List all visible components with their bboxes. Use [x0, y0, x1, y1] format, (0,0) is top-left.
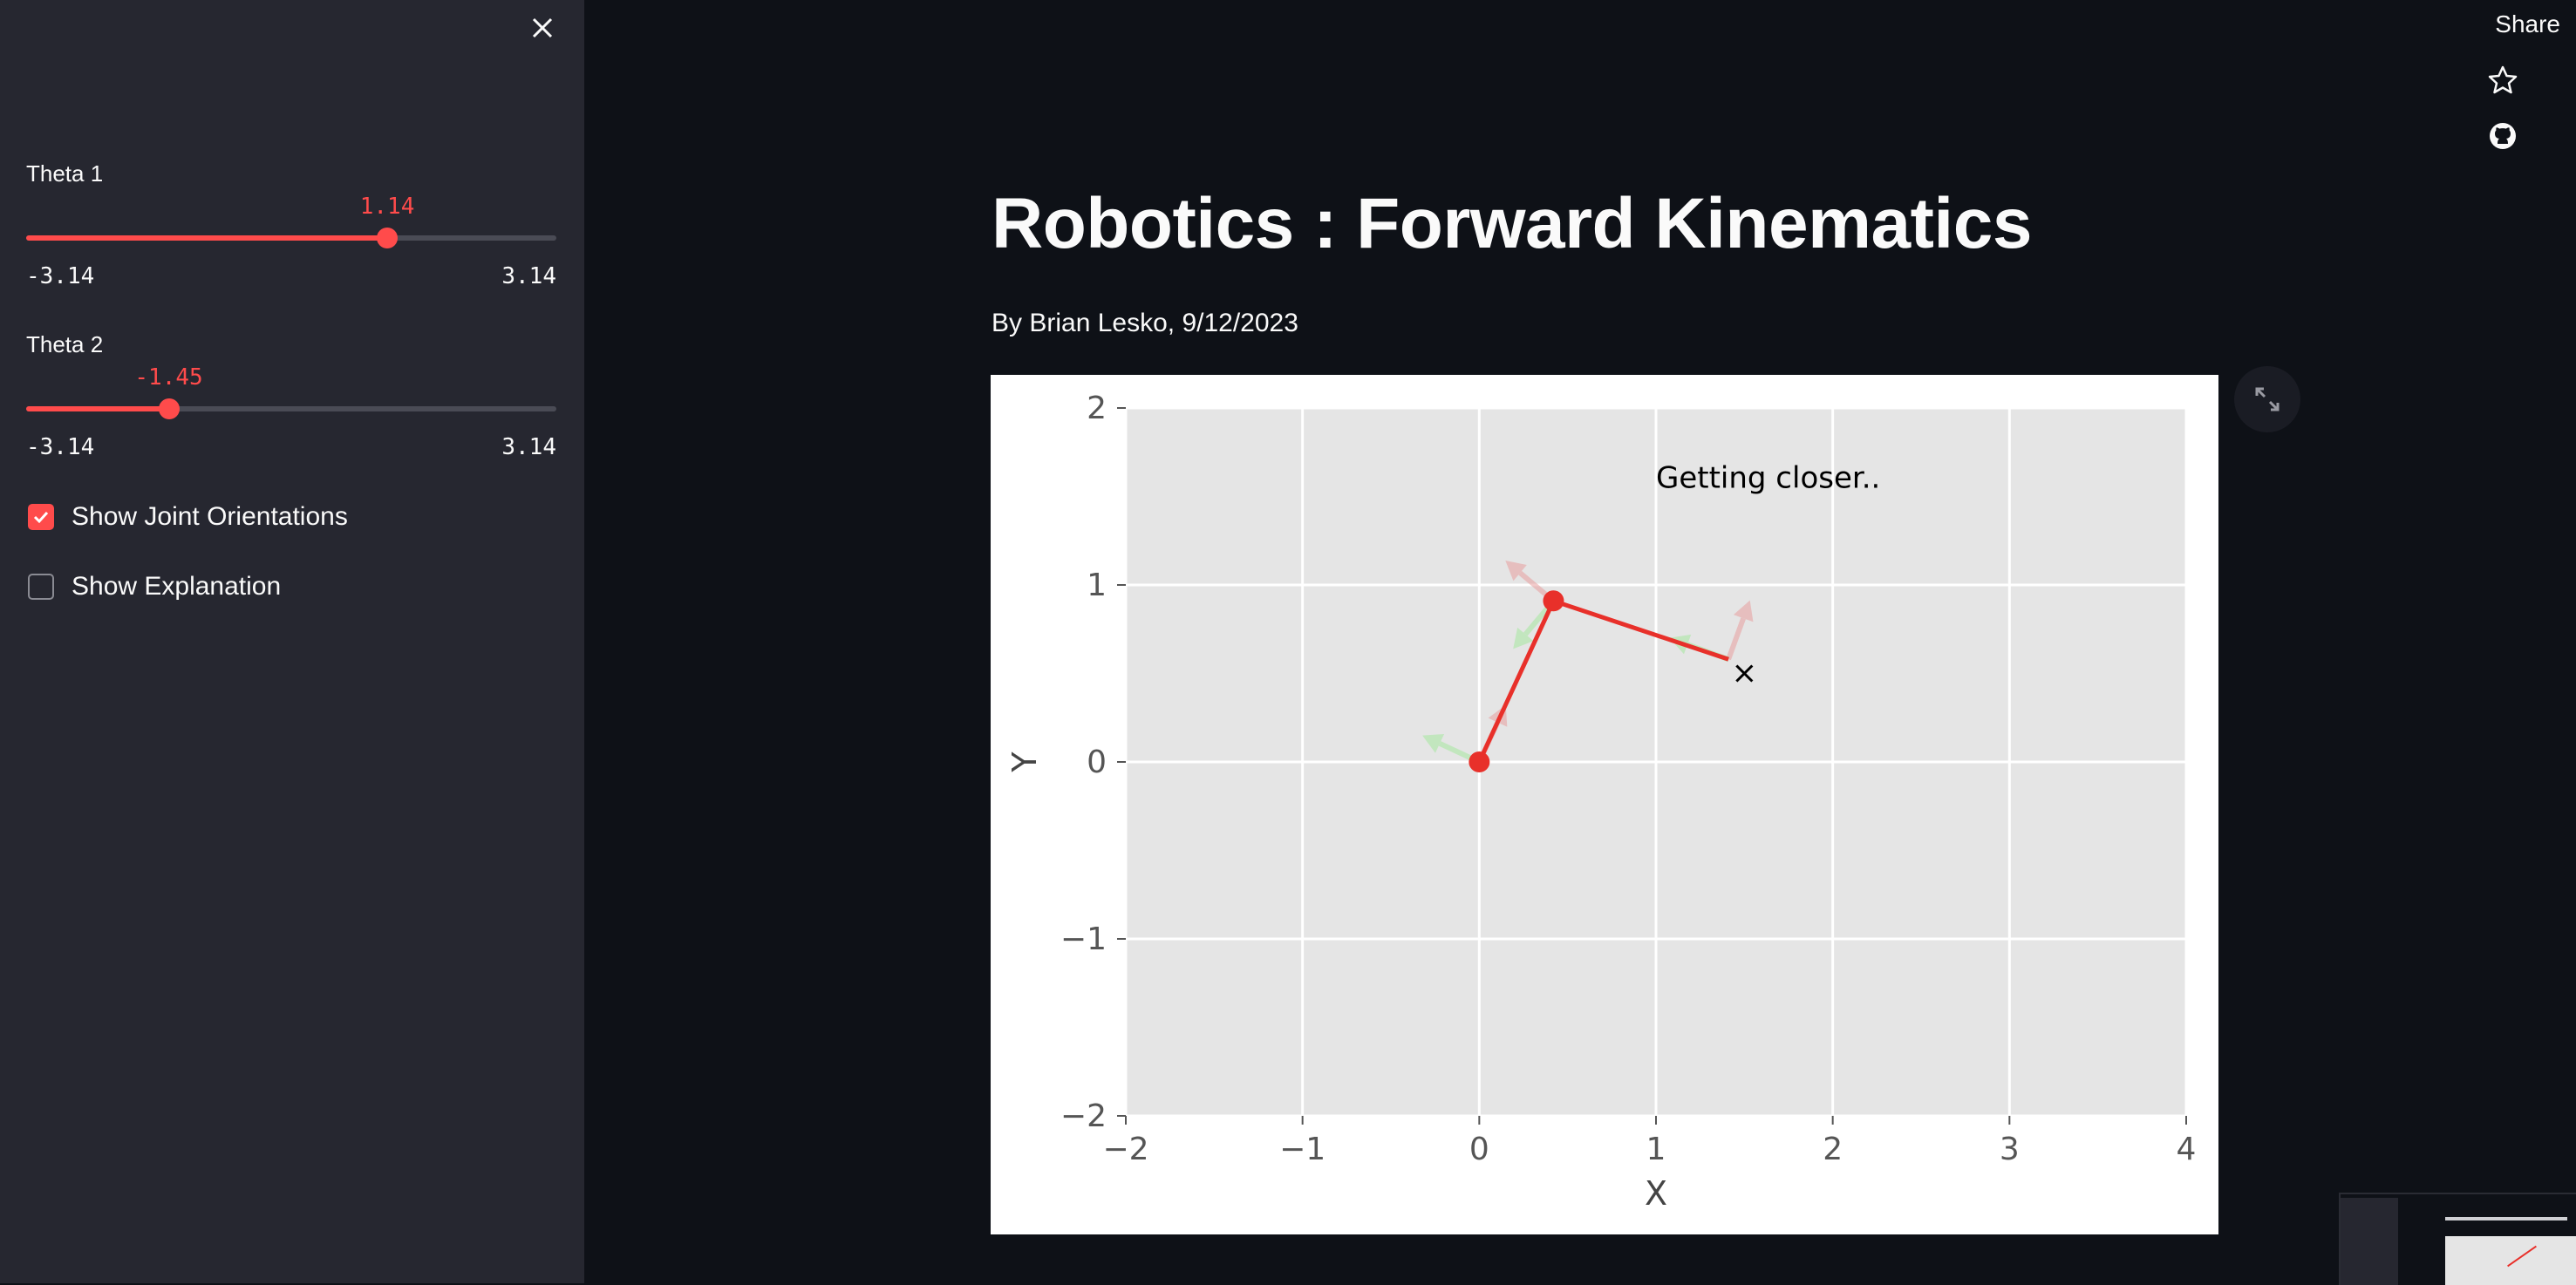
- fullscreen-button[interactable]: [2234, 366, 2300, 432]
- theta2-label: Theta 2: [26, 331, 104, 357]
- theta1-slider-fill: [26, 235, 388, 241]
- chart-annotation: Getting closer..: [1656, 460, 1880, 495]
- theta2-slider-thumb[interactable]: [158, 398, 180, 419]
- theta2-slider[interactable]: [26, 398, 556, 419]
- theta1-min: -3.14: [26, 263, 95, 289]
- x-tick-label: 0: [1469, 1132, 1489, 1167]
- byline: By Brian Lesko, 9/12/2023: [992, 309, 1298, 337]
- y-axis-label: Y: [1005, 751, 1044, 773]
- page-title: Robotics : Forward Kinematics: [992, 184, 2032, 263]
- y-tick-label: 1: [1087, 568, 1107, 603]
- joint-x-axis-arrow-head: [1505, 560, 1527, 581]
- x-tick-label: 3: [2000, 1132, 2020, 1167]
- x-axis-label: X: [1645, 1174, 1667, 1213]
- close-sidebar-button[interactable]: [527, 12, 558, 44]
- theta2-max: 3.14: [501, 434, 556, 460]
- checkbox-unchecked-icon: [28, 574, 54, 600]
- x-tick-label: −1: [1279, 1132, 1325, 1167]
- theta1-max: 3.14: [501, 263, 556, 289]
- y-tick-label: −1: [1060, 921, 1107, 957]
- x-tick-label: 2: [1823, 1132, 1843, 1167]
- joint-x-axis-arrow-shaft: [1726, 617, 1747, 661]
- theta2-slider-fill: [26, 406, 169, 411]
- x-tick-label: 1: [1646, 1132, 1666, 1167]
- theta1-value: 1.14: [359, 194, 415, 220]
- kinematics-figure: −2 −1 0 1 2 3 4 2 1 0 −1 −2 Getting closer.. X Y: [991, 375, 2218, 1234]
- theta2-min: -3.14: [26, 434, 95, 460]
- show-explanation-checkbox[interactable]: Show Explanation: [28, 572, 281, 602]
- show-joint-orientations-label: Show Joint Orientations: [72, 502, 348, 531]
- github-icon[interactable]: [2487, 120, 2518, 152]
- y-tick-label: 0: [1087, 744, 1107, 780]
- close-icon: [532, 17, 553, 38]
- arm-joint: [1469, 751, 1490, 772]
- joint-y-axis-arrow-head: [1513, 627, 1534, 649]
- joint-x-axis-arrow: [1726, 600, 1754, 661]
- joint-y-axis-arrow-head: [1422, 733, 1445, 753]
- y-tick-label: −2: [1060, 1098, 1107, 1134]
- theta1-label: Theta 1: [26, 160, 104, 187]
- sidebar: Theta 1 1.14 -3.14 3.14 Theta 2 -1.45 -3…: [0, 0, 584, 1283]
- star-icon[interactable]: [2487, 65, 2518, 96]
- kinematics-plot: −2 −1 0 1 2 3 4 2 1 0 −1 −2 Getting closer.. X Y: [1005, 391, 2197, 1213]
- show-explanation-label: Show Explanation: [72, 572, 282, 601]
- target-marker: [1735, 664, 1754, 683]
- checkbox-checked-icon: [28, 504, 54, 530]
- page-minimap-thumbnail: [2339, 1193, 2576, 1285]
- arm-joint: [1543, 590, 1564, 612]
- x-tick-label: 4: [2177, 1132, 2197, 1167]
- y-tick-label: 2: [1087, 391, 1107, 426]
- theta1-slider-thumb[interactable]: [377, 228, 399, 248]
- x-tick-label: −2: [1102, 1132, 1148, 1167]
- expand-icon: [2255, 387, 2280, 411]
- share-button[interactable]: Share: [2495, 10, 2560, 37]
- joint-x-axis-arrow-head: [1733, 600, 1754, 622]
- theta2-value: -1.45: [134, 364, 203, 391]
- show-joint-orientations-checkbox[interactable]: Show Joint Orientations: [28, 502, 348, 532]
- theta1-slider[interactable]: [26, 228, 556, 248]
